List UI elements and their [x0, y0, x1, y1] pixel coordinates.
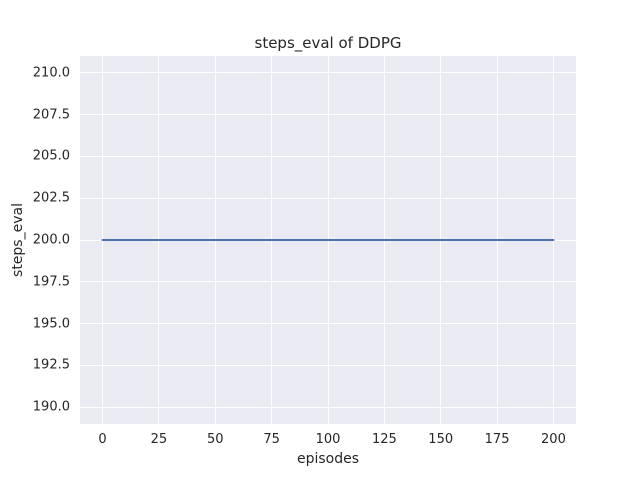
series-layer — [101, 239, 555, 241]
x-tick-label: 50 — [206, 432, 224, 447]
gridline-horizontal — [80, 155, 576, 157]
gridline-horizontal — [80, 114, 576, 116]
y-tick-label: 205.0 — [32, 148, 70, 164]
x-tick-label: 175 — [484, 432, 510, 447]
y-tick-label: 190.0 — [32, 399, 70, 415]
x-tick-label: 150 — [428, 432, 454, 447]
x-tick-label: 0 — [98, 432, 107, 447]
x-tick-label: 100 — [315, 432, 341, 447]
y-tick-label: 192.5 — [32, 357, 70, 373]
x-tick-label: 25 — [150, 432, 168, 447]
y-tick-label: 200.0 — [32, 232, 70, 248]
gridline-horizontal — [80, 406, 576, 408]
x-tick-label: 200 — [541, 432, 566, 447]
y-tick-label: 202.5 — [32, 190, 70, 206]
gridline-horizontal — [80, 197, 576, 199]
x-tick-label: 125 — [371, 432, 397, 447]
y-tick-label: 210.0 — [32, 65, 70, 81]
gridline-horizontal — [80, 281, 576, 283]
gridline-horizontal — [80, 323, 576, 325]
y-tick-label: 207.5 — [32, 107, 70, 123]
y-tick-label: 197.5 — [32, 274, 70, 290]
y-tick-label: 195.0 — [32, 316, 70, 332]
plot-area — [80, 56, 576, 424]
gridline-horizontal — [80, 72, 576, 74]
x-axis-label: episodes — [296, 451, 360, 467]
gridline-horizontal — [80, 364, 576, 366]
x-tick-label: 75 — [263, 432, 280, 447]
chart-title: steps_eval of DDPG — [254, 34, 402, 52]
y-axis-label: steps_eval — [10, 203, 26, 277]
